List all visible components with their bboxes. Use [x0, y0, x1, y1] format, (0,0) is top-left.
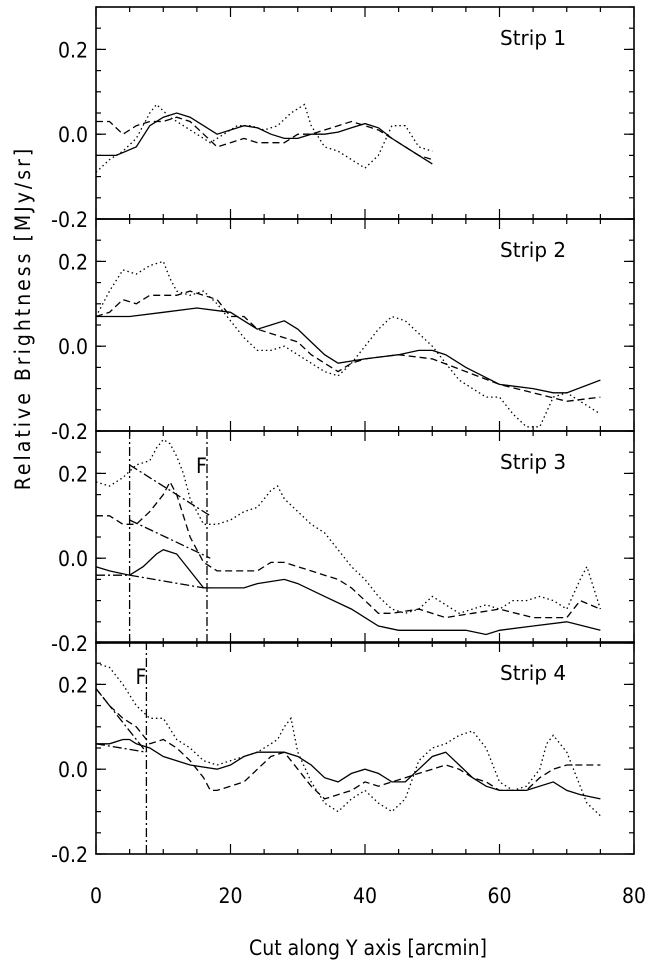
x-tick-label: 40 [353, 884, 377, 908]
panel-strip-4: 0.2 0.0 -0.2 Strip 4 F [51, 641, 635, 867]
series-dashed [96, 480, 601, 619]
panel-title: Strip 3 [500, 450, 566, 474]
y-tick-label: 0.2 [58, 38, 88, 62]
y-tick-label: 0.2 [58, 462, 88, 486]
series-dashdot [129, 519, 211, 559]
series-solid [96, 738, 601, 800]
x-tick-labels: 0 20 40 60 80 [90, 884, 646, 908]
x-tick-label: 60 [487, 884, 511, 908]
panel-strip-1: 0.2 0.0 -0.2 Strip 1 [51, 6, 635, 232]
y-tick-label: -0.2 [51, 420, 88, 444]
x-tick-label: 0 [90, 884, 102, 908]
y-tick-label: 0.0 [58, 123, 88, 147]
annotation-f: F [196, 454, 207, 478]
series-solid [95, 548, 601, 636]
series-dashdot [129, 464, 211, 517]
series-dashdot [96, 574, 211, 589]
y-tick-label: -0.2 [51, 632, 88, 656]
series-solid [96, 307, 601, 394]
series-dashdot [95, 743, 147, 753]
y-tick-label: 0.2 [58, 673, 88, 697]
x-tick-label: 80 [622, 884, 646, 908]
x-axis-label: Cut along Y axis [arcmin] [249, 936, 487, 960]
y-tick-label: -0.2 [51, 843, 88, 867]
panel-title: Strip 2 [500, 238, 566, 262]
series-dotted [95, 662, 601, 817]
y-tick-label: -0.2 [51, 208, 88, 232]
series-dotted [95, 103, 433, 173]
y-tick-label: 0.2 [58, 250, 88, 274]
series-dashdot [95, 688, 147, 753]
panel-title: Strip 4 [500, 661, 566, 685]
series-dotted [95, 438, 602, 615]
series-dashed [95, 290, 601, 402]
panel-title: Strip 1 [500, 26, 566, 50]
series-solid [96, 112, 433, 165]
y-axis-label: Relative Brightness [MJy/sr] [11, 146, 35, 491]
series-dashed [96, 116, 433, 161]
series-dashed [95, 688, 601, 800]
y-tick-label: 0.0 [58, 335, 88, 359]
series-dotted [95, 260, 601, 428]
panels: 0.2 0.0 -0.2 Strip 1 0.2 0.0 -0.2 Strip 2 0.2 0.0… [51, 6, 635, 867]
y-tick-label: 0.0 [58, 758, 88, 782]
x-tick-label: 20 [218, 884, 242, 908]
panel-strip-2: 0.2 0.0 -0.2 Strip 2 [51, 218, 635, 444]
panel-strip-3: 0.2 0.0 -0.2 Strip 3 F [51, 430, 635, 656]
annotation-f: F [135, 665, 146, 689]
y-tick-label: 0.0 [58, 547, 88, 571]
